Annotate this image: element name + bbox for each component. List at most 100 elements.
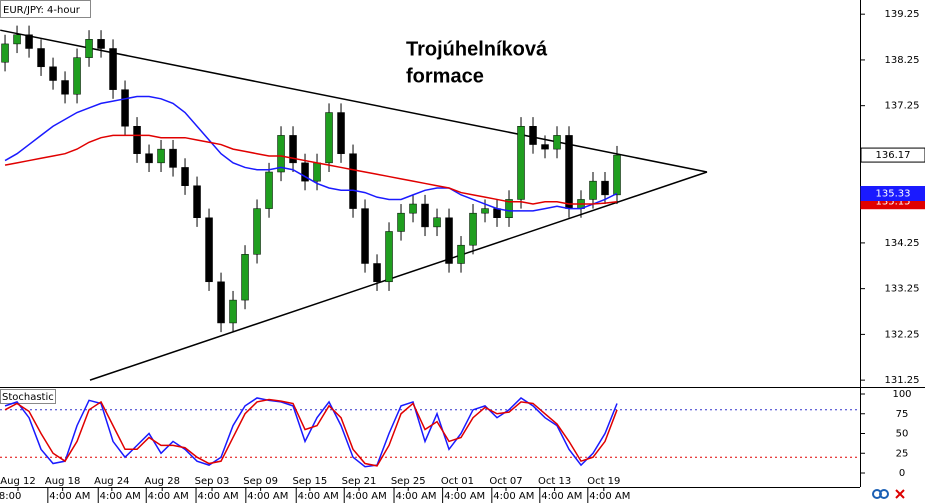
candle-body bbox=[409, 203, 417, 214]
x-tick-label: 4:00 AM bbox=[49, 491, 90, 502]
x-tick-label: Oct 19 bbox=[587, 476, 620, 487]
price-tag-label: 136.17 bbox=[876, 150, 911, 161]
candle-body bbox=[205, 217, 213, 283]
annotation: Trojúhelníková bbox=[406, 38, 548, 60]
candle-body bbox=[181, 167, 189, 186]
candle-body bbox=[529, 126, 537, 145]
candle-body bbox=[49, 66, 57, 81]
y-tick-label: 133.25 bbox=[885, 284, 920, 295]
candle-body bbox=[73, 57, 81, 95]
stochastic-line bbox=[4, 398, 618, 467]
x-tick-label: 8:00 bbox=[0, 491, 21, 502]
candle-body bbox=[553, 135, 561, 150]
candle-body bbox=[1, 43, 9, 63]
y-tick-label: 100 bbox=[892, 389, 911, 400]
y-tick-label: 50 bbox=[896, 429, 909, 440]
x-tick-label: Aug 12 bbox=[0, 476, 35, 487]
candle-body bbox=[133, 126, 141, 154]
x-tick-label: 4:00 AM bbox=[493, 491, 534, 502]
x-tick-label: 4:00 AM bbox=[197, 491, 238, 502]
candle-body bbox=[13, 34, 21, 45]
price-tag-label: 135.33 bbox=[876, 189, 911, 200]
y-tick-label: 75 bbox=[896, 409, 909, 420]
candle-body bbox=[349, 153, 357, 209]
candle-body bbox=[289, 135, 297, 164]
x-tick-label: 4:00 AM bbox=[148, 491, 189, 502]
candle-body bbox=[589, 180, 597, 200]
candle-body bbox=[601, 180, 609, 196]
candle-body bbox=[541, 144, 549, 150]
y-tick-label: 134.25 bbox=[885, 238, 920, 249]
candle-body bbox=[193, 185, 201, 218]
y-tick-label: 0 bbox=[899, 468, 905, 479]
x-tick-label: Sep 21 bbox=[342, 476, 377, 487]
candle-body bbox=[61, 80, 69, 95]
moving-average bbox=[4, 134, 618, 205]
x-tick-label: 4:00 AM bbox=[395, 491, 436, 502]
candle-body bbox=[433, 217, 441, 228]
x-tick-label: Aug 28 bbox=[145, 476, 180, 487]
y-tick-label: 137.25 bbox=[885, 101, 920, 112]
moving-average bbox=[4, 95, 618, 212]
y-tick-label: 138.25 bbox=[885, 55, 920, 66]
candle-body bbox=[25, 34, 33, 49]
toolbar-icons[interactable] bbox=[872, 489, 905, 499]
x-tick-label: Sep 15 bbox=[292, 476, 327, 487]
candle-body bbox=[169, 148, 177, 168]
price-tag-label: 135.15 bbox=[876, 197, 911, 208]
candle-body bbox=[397, 212, 405, 232]
candle-body bbox=[517, 126, 525, 200]
candle-body bbox=[265, 171, 273, 209]
candle-body bbox=[325, 112, 333, 164]
candle-body bbox=[277, 135, 285, 173]
x-tick-label: Aug 18 bbox=[45, 476, 80, 487]
candle-body bbox=[361, 208, 369, 264]
candle-body bbox=[253, 208, 261, 255]
indicator-box bbox=[0, 389, 56, 404]
candle-body bbox=[565, 135, 573, 209]
candle-body bbox=[145, 153, 153, 164]
candle-body bbox=[97, 39, 105, 49]
x-tick-label: Sep 25 bbox=[391, 476, 426, 487]
candle-body bbox=[481, 208, 489, 214]
candle-body bbox=[421, 203, 429, 228]
x-tick-label: 4:00 AM bbox=[346, 491, 387, 502]
price-tag bbox=[860, 147, 925, 163]
x-tick-label: Sep 09 bbox=[243, 476, 278, 487]
candle-body bbox=[493, 208, 501, 218]
arrows-icon[interactable] bbox=[895, 489, 905, 499]
link-icon[interactable] bbox=[879, 489, 889, 499]
x-tick-label: Oct 13 bbox=[538, 476, 571, 487]
indicator-title: Stochastic bbox=[2, 392, 54, 403]
x-tick-label: 4:00 AM bbox=[589, 491, 630, 502]
annotation: formace bbox=[406, 65, 484, 87]
price-tag bbox=[860, 186, 925, 201]
x-tick-label: 4:00 AM bbox=[541, 491, 582, 502]
candle-body bbox=[229, 299, 237, 324]
stochastic-line bbox=[4, 396, 618, 468]
candle-body bbox=[217, 281, 225, 324]
x-tick-label: 4:00 AM bbox=[444, 491, 485, 502]
candle-body bbox=[109, 48, 117, 90]
candle-body bbox=[241, 254, 249, 301]
candle-body bbox=[613, 154, 621, 196]
candle-body bbox=[301, 162, 309, 182]
x-tick-label: 4:00 AM bbox=[298, 491, 339, 502]
trendline bbox=[0, 29, 708, 173]
trendline bbox=[89, 171, 708, 381]
candle-body bbox=[373, 263, 381, 283]
candle-body bbox=[445, 217, 453, 264]
y-tick-label: 132.25 bbox=[885, 329, 920, 340]
candle-body bbox=[37, 48, 45, 68]
x-tick-label: Oct 01 bbox=[441, 476, 474, 487]
candle-body bbox=[121, 89, 129, 127]
y-tick-label: 25 bbox=[896, 448, 909, 459]
candle-body bbox=[85, 39, 93, 58]
candle-body bbox=[313, 162, 321, 182]
chart-title: EUR/JPY: 4-hour bbox=[3, 5, 81, 16]
candle-body bbox=[505, 199, 513, 218]
candle-body bbox=[457, 244, 465, 264]
y-tick-label: 131.25 bbox=[885, 375, 920, 386]
candle-body bbox=[337, 112, 345, 154]
